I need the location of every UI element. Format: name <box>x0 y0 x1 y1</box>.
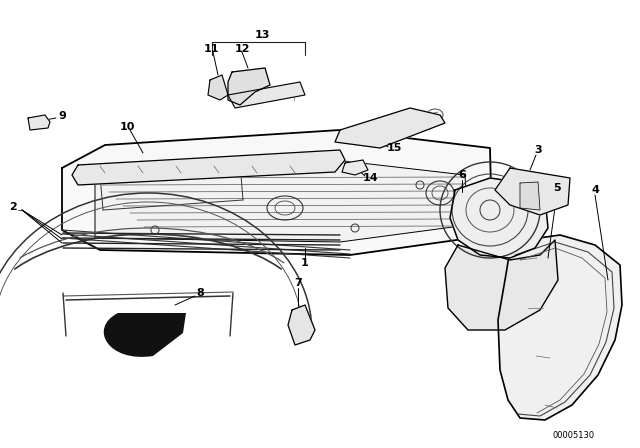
Polygon shape <box>72 150 345 185</box>
Text: 4: 4 <box>591 185 599 195</box>
Polygon shape <box>445 240 558 330</box>
Polygon shape <box>62 130 492 255</box>
PathPatch shape <box>104 313 186 357</box>
Polygon shape <box>95 160 468 242</box>
Polygon shape <box>288 305 315 345</box>
Polygon shape <box>228 68 270 105</box>
Text: 12: 12 <box>234 44 250 54</box>
Polygon shape <box>495 168 570 215</box>
Text: 6: 6 <box>458 170 466 180</box>
Text: 10: 10 <box>119 122 134 132</box>
Text: 00005130: 00005130 <box>553 431 595 439</box>
Text: 7: 7 <box>294 278 302 288</box>
Polygon shape <box>520 182 540 210</box>
Polygon shape <box>208 75 228 100</box>
Text: 13: 13 <box>254 30 269 40</box>
Polygon shape <box>228 82 305 108</box>
Text: 8: 8 <box>196 288 204 298</box>
Text: 3: 3 <box>534 145 542 155</box>
Text: 1: 1 <box>301 258 309 268</box>
Text: 5: 5 <box>553 183 561 193</box>
Polygon shape <box>28 115 50 130</box>
Text: 15: 15 <box>387 143 402 153</box>
Text: 14: 14 <box>362 173 378 183</box>
Polygon shape <box>450 178 548 258</box>
Text: 11: 11 <box>204 44 219 54</box>
Polygon shape <box>335 108 445 148</box>
Text: 2: 2 <box>9 202 17 212</box>
Text: 9: 9 <box>58 111 66 121</box>
Polygon shape <box>498 235 622 420</box>
Polygon shape <box>342 160 368 175</box>
